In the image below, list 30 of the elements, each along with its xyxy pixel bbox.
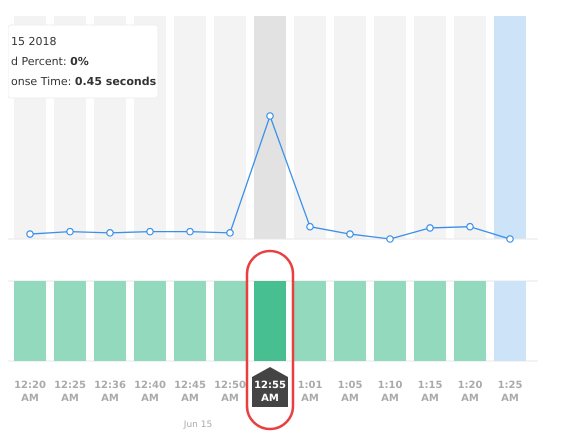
point <box>386 235 394 243</box>
text: d Percent: 0% <box>11 55 89 68</box>
text: Jun 15 <box>182 420 212 430</box>
x-tick-label: 12:55 AM <box>254 380 286 404</box>
x-tick-label: 12:40 AM <box>134 380 166 404</box>
x-tick-label: 12:36 AM <box>94 380 126 404</box>
point <box>426 224 434 232</box>
x-tick-label: 1:01 AM <box>298 380 322 404</box>
x-tick-label: 1:15 AM <box>418 380 442 404</box>
point <box>466 222 474 230</box>
point <box>346 230 354 238</box>
point <box>506 235 514 243</box>
x-tick-label: 1:25 AM <box>498 380 522 404</box>
x-tick-label: 12:20 AM <box>14 380 46 404</box>
x-tick-label: 12:25 AM <box>54 380 86 404</box>
x-tick-label: 12:45 AM <box>174 380 206 404</box>
x-tick-label: 1:20 AM <box>458 380 482 404</box>
point <box>146 228 154 236</box>
point <box>26 230 34 238</box>
point <box>306 222 314 230</box>
point <box>186 228 194 236</box>
point <box>266 112 274 120</box>
x-tick-label: 1:05 AM <box>338 380 362 404</box>
point <box>66 228 74 236</box>
point <box>226 229 234 237</box>
text: onse Time: 0.45 seconds <box>11 75 157 88</box>
text: 15 2018 <box>11 35 56 48</box>
x-tick-label: 12:50 AM <box>214 380 246 404</box>
point <box>106 229 114 237</box>
x-tick-label: 1:10 AM <box>378 380 402 404</box>
